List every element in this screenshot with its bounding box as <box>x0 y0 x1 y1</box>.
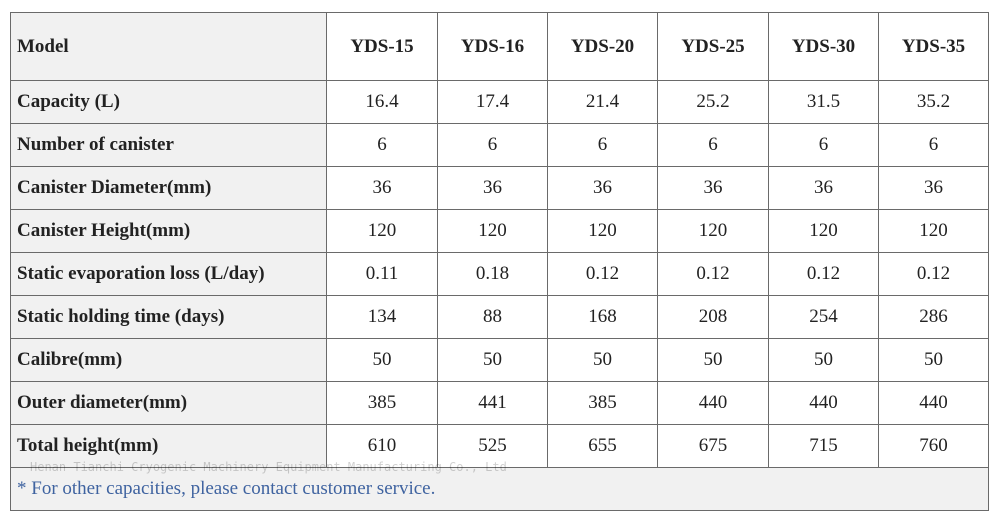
cell: 715 <box>768 424 879 468</box>
cell: 50 <box>326 338 438 382</box>
row-label: Canister Diameter(mm) <box>10 166 327 210</box>
header-cell: YDS-30 <box>768 12 879 81</box>
cell: 120 <box>547 209 658 253</box>
cell: 0.12 <box>547 252 658 296</box>
header-cell: YDS-16 <box>437 12 548 81</box>
cell: 208 <box>657 295 769 339</box>
cell: 675 <box>657 424 769 468</box>
cell: 6 <box>437 123 548 167</box>
cell: 6 <box>657 123 769 167</box>
cell: 168 <box>547 295 658 339</box>
cell: 35.2 <box>878 80 989 124</box>
cell: 36 <box>326 166 438 210</box>
row-label: Total height(mm) <box>10 424 327 468</box>
cell: 120 <box>326 209 438 253</box>
data-row: Canister Height(mm) 120 120 120 120 120 120 <box>10 209 989 253</box>
data-row: Calibre(mm) 50 50 50 50 50 50 <box>10 338 989 382</box>
cell: 440 <box>657 381 769 425</box>
cell: 36 <box>878 166 989 210</box>
row-label: Static holding time (days) <box>10 295 327 339</box>
cell: 0.12 <box>768 252 879 296</box>
data-row: Canister Diameter(mm) 36 36 36 36 36 36 <box>10 166 989 210</box>
cell: 0.18 <box>437 252 548 296</box>
cell: 6 <box>768 123 879 167</box>
footnote: * For other capacities, please contact c… <box>10 467 989 511</box>
cell: 385 <box>326 381 438 425</box>
cell: 385 <box>547 381 658 425</box>
cell: 36 <box>768 166 879 210</box>
row-label: Canister Height(mm) <box>10 209 327 253</box>
cell: 50 <box>547 338 658 382</box>
cell: 440 <box>768 381 879 425</box>
cell: 50 <box>878 338 989 382</box>
cell: 760 <box>878 424 989 468</box>
cell: 120 <box>878 209 989 253</box>
cell: 655 <box>547 424 658 468</box>
cell: 6 <box>878 123 989 167</box>
cell: 31.5 <box>768 80 879 124</box>
data-row: Number of canister 6 6 6 6 6 6 <box>10 123 989 167</box>
row-label: Outer diameter(mm) <box>10 381 327 425</box>
data-row: Outer diameter(mm) 385 441 385 440 440 440 <box>10 381 989 425</box>
cell: 134 <box>326 295 438 339</box>
cell: 50 <box>437 338 548 382</box>
data-row: Static holding time (days) 134 88 168 208 254… <box>10 295 989 339</box>
cell: 610 <box>326 424 438 468</box>
cell: 120 <box>437 209 548 253</box>
data-row: Capacity (L) 16.4 17.4 21.4 25.2 31.5 35.2 <box>10 80 989 124</box>
header-cell: YDS-35 <box>878 12 989 81</box>
spec-table: Model YDS-15 YDS-16 YDS-20 YDS-25 YDS-30 YDS-3… <box>10 12 989 511</box>
row-label: Number of canister <box>10 123 327 167</box>
header-cell: Model <box>10 12 327 81</box>
cell: 50 <box>768 338 879 382</box>
header-cell: YDS-25 <box>657 12 769 81</box>
cell: 525 <box>437 424 548 468</box>
cell: 120 <box>768 209 879 253</box>
cell: 441 <box>437 381 548 425</box>
cell: 88 <box>437 295 548 339</box>
cell: 0.11 <box>326 252 438 296</box>
cell: 6 <box>547 123 658 167</box>
cell: 36 <box>657 166 769 210</box>
cell: 17.4 <box>437 80 548 124</box>
footnote-row: * For other capacities, please contact c… <box>10 467 989 511</box>
row-label: Calibre(mm) <box>10 338 327 382</box>
cell: 120 <box>657 209 769 253</box>
cell: 36 <box>547 166 658 210</box>
header-cell: YDS-20 <box>547 12 658 81</box>
cell: 286 <box>878 295 989 339</box>
cell: 25.2 <box>657 80 769 124</box>
cell: 440 <box>878 381 989 425</box>
cell: 0.12 <box>878 252 989 296</box>
cell: 16.4 <box>326 80 438 124</box>
cell: 21.4 <box>547 80 658 124</box>
data-row: Static evaporation loss (L/day) 0.11 0.18 0… <box>10 252 989 296</box>
row-label: Static evaporation loss (L/day) <box>10 252 327 296</box>
header-cell: YDS-15 <box>326 12 438 81</box>
cell: 36 <box>437 166 548 210</box>
data-row: Total height(mm) 610 525 655 675 715 760 <box>10 424 989 468</box>
cell: 254 <box>768 295 879 339</box>
header-row: Model YDS-15 YDS-16 YDS-20 YDS-25 YDS-30 YDS-3… <box>10 12 989 81</box>
watermark: Henan Tianchi Cryogenic Machinery Equipm… <box>30 460 507 474</box>
cell: 6 <box>326 123 438 167</box>
row-label: Capacity (L) <box>10 80 327 124</box>
cell: 0.12 <box>657 252 769 296</box>
cell: 50 <box>657 338 769 382</box>
